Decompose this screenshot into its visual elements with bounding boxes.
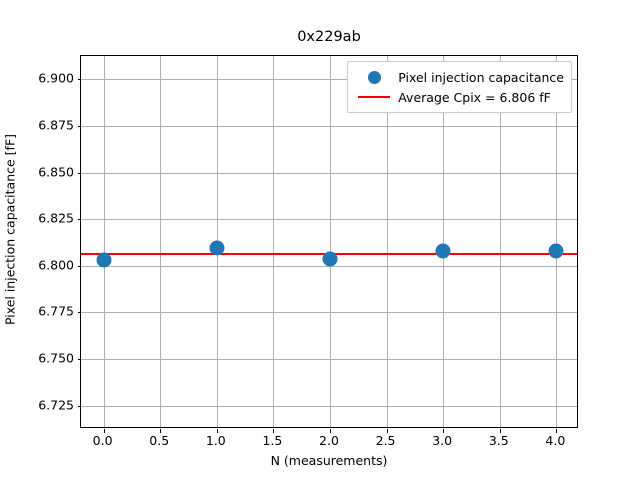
x-tick-mark: [499, 429, 501, 433]
x-tick-label: 3.0: [432, 433, 453, 448]
gridline-vertical: [160, 56, 162, 427]
x-tick-mark: [216, 429, 218, 433]
y-tick-label: 6.875: [38, 117, 74, 133]
legend-label-average: Average Cpix = 6.806 fF: [398, 89, 551, 105]
y-tick-label: 6.750: [38, 350, 74, 366]
gridline-horizontal: [81, 79, 577, 81]
gridline-horizontal: [81, 265, 577, 267]
legend-label-scatter: Pixel injection capacitance: [398, 69, 564, 85]
legend-item-average: Average Cpix = 6.806 fF: [354, 87, 564, 107]
x-axis-tick-labels: 0.0 0.5 1.0 1.5 2.0 2.5 3.0 3.5 4.0: [80, 433, 578, 453]
chart-title: 0x229ab: [297, 29, 361, 45]
x-tick-label: 2.0: [319, 433, 339, 448]
solid-line-icon: [358, 95, 391, 99]
x-tick-mark: [386, 429, 388, 433]
x-tick-label: 4.0: [545, 433, 566, 448]
gridline-vertical: [499, 56, 501, 427]
data-point: [209, 240, 225, 256]
legend-line-icon: [354, 95, 394, 99]
circle-marker-icon: [367, 70, 381, 84]
data-point: [548, 243, 564, 259]
y-tick-mark: [77, 359, 81, 361]
y-tick-label: 6.725: [38, 397, 74, 413]
x-tick-label: 1.5: [262, 433, 283, 448]
gridline-vertical: [556, 56, 558, 427]
x-tick-mark: [330, 429, 331, 433]
y-axis-tick-labels: 6.725 6.750 6.775 6.800 6.825 6.850 6.875 6.900: [0, 55, 74, 428]
y-tick-mark: [77, 219, 81, 221]
chart-legend: Pixel injection capacitance Average Cpix…: [347, 61, 572, 113]
data-point: [435, 243, 451, 259]
x-axis-label: N (measurements): [270, 453, 388, 468]
y-tick-mark: [77, 405, 81, 407]
y-tick-mark: [77, 125, 81, 127]
data-points-layer: [81, 56, 577, 427]
gridline-vertical: [443, 56, 445, 427]
gridline-horizontal: [81, 172, 577, 174]
gridline-vertical: [103, 56, 105, 427]
gridline-vertical: [273, 56, 275, 427]
y-tick-label: 6.900: [38, 70, 74, 86]
gridline-horizontal: [81, 359, 577, 361]
x-tick-mark: [160, 429, 162, 433]
grid-layer: [81, 56, 577, 427]
y-tick-label: 6.775: [38, 303, 74, 319]
gridline-vertical: [330, 56, 331, 427]
gridline-vertical: [386, 56, 388, 427]
x-tick-mark: [103, 429, 105, 433]
data-point: [322, 251, 338, 267]
gridline-horizontal: [81, 405, 577, 407]
y-tick-mark: [77, 172, 81, 174]
gridline-horizontal: [81, 219, 577, 221]
x-tick-label: 0.5: [149, 433, 170, 448]
x-tick-mark: [443, 429, 445, 433]
x-tick-label: 3.5: [488, 433, 509, 448]
legend-item-scatter: Pixel injection capacitance: [354, 67, 564, 87]
x-tick-label: 2.5: [375, 433, 396, 448]
y-tick-mark: [77, 265, 81, 267]
y-tick-label: 6.800: [38, 257, 74, 273]
plot-area: Pixel injection capacitance Average Cpix…: [77, 55, 578, 433]
x-tick-label: 0.0: [92, 433, 113, 448]
y-tick-label: 6.850: [38, 164, 74, 180]
data-point: [96, 252, 112, 268]
legend-marker-icon: [354, 70, 394, 84]
y-tick-mark: [77, 312, 81, 314]
x-tick-mark: [273, 429, 275, 433]
gridline-horizontal: [81, 125, 577, 127]
y-tick-label: 6.825: [38, 210, 74, 226]
y-tick-mark: [77, 79, 81, 81]
x-tick-mark: [556, 429, 558, 433]
x-tick-label: 1.0: [205, 433, 226, 448]
gridline-horizontal: [81, 312, 577, 314]
